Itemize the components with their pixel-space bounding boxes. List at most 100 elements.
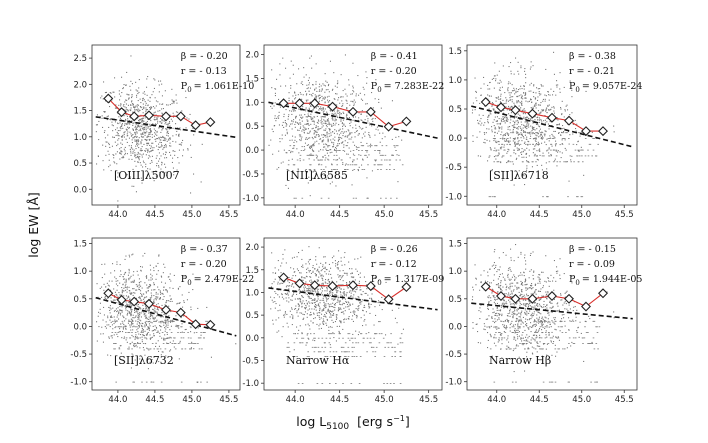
scatter-point [119, 309, 121, 311]
scatter-point [541, 135, 543, 137]
scatter-point [322, 125, 324, 127]
scatter-point [514, 93, 516, 95]
scatter-point [114, 141, 116, 143]
scatter-point [324, 271, 326, 273]
scatter-point [135, 315, 137, 317]
scatter-point [157, 270, 159, 272]
scatter-point [312, 265, 314, 267]
scatter-point [270, 105, 272, 107]
scatter-point [113, 154, 115, 156]
scatter-point [302, 264, 304, 266]
scatter-point [325, 303, 327, 305]
scatter-point [340, 257, 342, 259]
scatter-point [116, 263, 118, 265]
scatter-point [140, 149, 142, 151]
scatter-point [162, 321, 164, 323]
scatter-point [512, 132, 515, 134]
scatter-point [316, 323, 318, 325]
scatter-point [317, 303, 319, 305]
scatter-point [498, 98, 500, 100]
scatter-point [181, 142, 183, 144]
scatter-point [152, 142, 154, 144]
scatter-point [560, 134, 562, 136]
scatter-point [353, 154, 356, 156]
scatter-point [172, 167, 174, 169]
scatter-point [143, 301, 145, 303]
y-tick-label: 0.0 [448, 134, 462, 144]
scatter-point [320, 90, 322, 92]
scatter-point [526, 122, 528, 124]
scatter-point [159, 335, 161, 337]
scatter-point [512, 120, 514, 122]
scatter-point [508, 113, 510, 115]
scatter-point [156, 162, 158, 164]
scatter-point [298, 298, 300, 300]
scatter-point [523, 142, 525, 144]
scatter-point [323, 302, 325, 304]
scatter-point [531, 133, 533, 135]
scatter-point [499, 123, 501, 125]
scatter-point [378, 101, 380, 103]
scatter-point [147, 151, 149, 153]
scatter-point [100, 333, 102, 335]
scatter-point [186, 299, 188, 301]
scatter-point [146, 333, 148, 335]
scatter-point [130, 104, 132, 106]
scatter-point [300, 93, 302, 95]
scatter-point [339, 291, 341, 293]
scatter-point [129, 277, 131, 279]
scatter-point [101, 296, 103, 298]
scatter-point [335, 148, 337, 150]
scatter-point [164, 266, 166, 268]
scatter-point [516, 132, 518, 134]
scatter-point [496, 155, 499, 157]
scatter-point [333, 110, 335, 112]
scatter-point [297, 94, 299, 96]
scatter-point [169, 151, 171, 153]
scatter-point [305, 300, 307, 302]
scatter-point [509, 97, 511, 99]
scatter-point [151, 289, 153, 291]
scatter-point [373, 324, 375, 326]
scatter-point [297, 270, 299, 272]
scatter-point [552, 161, 555, 163]
scatter-point [168, 128, 170, 130]
scatter-point [150, 337, 152, 339]
scatter-point [322, 266, 324, 268]
scatter-point [342, 162, 344, 164]
scatter-point [350, 93, 352, 95]
scatter-point [320, 122, 322, 124]
scatter-point [494, 147, 496, 149]
scatter-point [109, 146, 111, 148]
scatter-point [363, 133, 365, 135]
scatter-point [296, 312, 298, 314]
scatter-point [355, 268, 357, 270]
scatter-point [271, 87, 273, 89]
scatter-point [501, 156, 503, 158]
scatter-point [375, 159, 377, 161]
scatter-point [170, 349, 172, 351]
scatter-point [546, 117, 548, 119]
scatter-point [569, 80, 571, 82]
scatter-point [136, 346, 138, 348]
scatter-point [145, 112, 147, 114]
scatter-point [304, 109, 306, 111]
scatter-point [402, 328, 404, 330]
scatter-point [141, 156, 143, 158]
scatter-point [309, 57, 311, 59]
scatter-point [129, 131, 131, 133]
scatter-point [117, 296, 119, 298]
scatter-point [543, 120, 545, 122]
scatter-point [381, 164, 383, 166]
scatter-point [145, 163, 147, 165]
scatter-point [534, 148, 536, 150]
scatter-point [137, 313, 139, 315]
scatter-point [101, 95, 103, 97]
scatter-point [486, 139, 488, 141]
scatter-point [533, 138, 535, 139]
scatter-point [120, 153, 122, 155]
scatter-point [128, 97, 130, 99]
scatter-point [493, 75, 495, 77]
scatter-point [166, 174, 168, 176]
scatter-point [495, 150, 497, 152]
